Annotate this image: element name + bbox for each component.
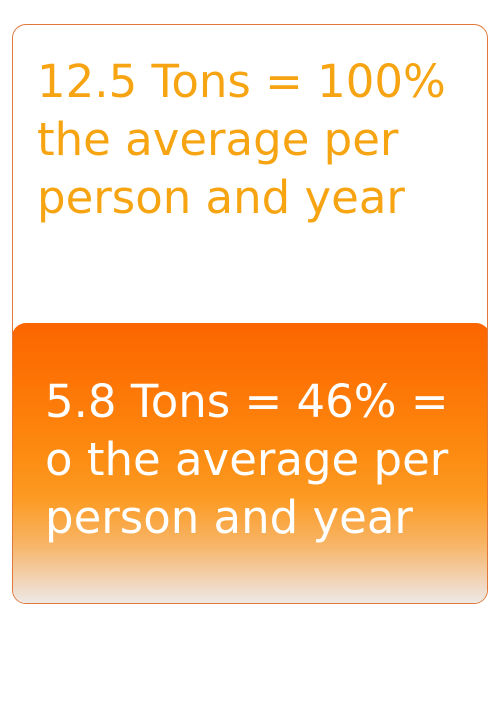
reduced-emissions-line: o the average per xyxy=(45,433,449,486)
average-emissions-line: person and year xyxy=(37,171,405,224)
reduced-emissions-panel: 5.8 Tons = 46% = o the average per perso… xyxy=(13,323,487,603)
average-emissions-line: the average per xyxy=(37,113,399,166)
reduced-emissions-line: person and year xyxy=(45,491,413,544)
reduced-emissions-text: 5.8 Tons = 46% = o the average per perso… xyxy=(45,373,475,547)
average-emissions-text: 12.5 Tons = 100% the average per person … xyxy=(37,53,477,227)
reduced-emissions-line: 5.8 Tons = 46% = xyxy=(45,375,449,428)
average-emissions-line: 12.5 Tons = 100% xyxy=(37,55,446,108)
comparison-card: 12.5 Tons = 100% the average per person … xyxy=(12,24,488,604)
